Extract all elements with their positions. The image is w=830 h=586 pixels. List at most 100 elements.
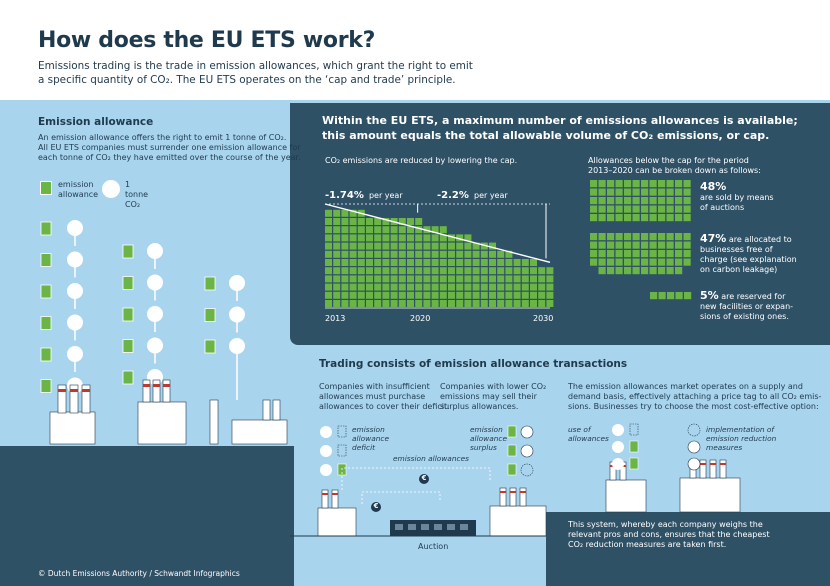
cap-cell — [538, 291, 546, 299]
cap-cell — [398, 234, 406, 242]
cap-cell — [366, 300, 373, 307]
cap-cell — [366, 259, 373, 266]
cap-cell — [489, 291, 496, 299]
cap-cell — [398, 291, 406, 299]
breakdown-item-auction: 48% are sold by means of auctions — [700, 180, 774, 212]
cap-cell — [423, 300, 431, 307]
cap-cell — [325, 226, 332, 234]
breakdown-cell — [615, 197, 623, 205]
breakdown-cell — [632, 250, 640, 258]
cap-cell — [489, 242, 496, 250]
cap-cell — [333, 300, 341, 307]
allowance-icon — [337, 425, 347, 438]
cap-cell — [398, 218, 406, 225]
breakdown-cell — [598, 267, 606, 275]
cap-cell — [464, 234, 472, 242]
cap-cell — [357, 234, 365, 242]
cap-cell — [374, 275, 382, 283]
allowance-icon — [629, 423, 639, 436]
cap-cell — [325, 250, 332, 258]
breakdown-cell — [684, 292, 692, 300]
cap-cell — [398, 267, 406, 275]
cap-cell — [538, 275, 546, 283]
cap-cell — [407, 275, 414, 283]
breakdown-cell — [615, 258, 623, 266]
cap-cell — [366, 275, 373, 283]
breakdown-cell — [590, 241, 598, 249]
breakdown-cell — [649, 214, 657, 222]
cap-cell — [357, 226, 365, 234]
cap-cell — [333, 259, 341, 266]
cap-cell — [382, 218, 390, 225]
cap-cell — [439, 291, 447, 299]
cap-cell — [530, 300, 537, 307]
cap-cell — [489, 275, 496, 283]
cap-cell — [505, 300, 513, 307]
cap-cell — [497, 267, 505, 275]
allowance-icon — [40, 316, 52, 330]
cap-cell — [431, 267, 439, 275]
cap-cell — [366, 267, 373, 275]
cap-cell — [423, 283, 431, 291]
implementation-label: implementation of emission reduction mea… — [706, 425, 777, 452]
co2-ball — [520, 425, 534, 439]
cap-cell — [341, 300, 349, 307]
cap-line — [324, 203, 551, 264]
breakdown-cell — [641, 180, 649, 188]
cap-cell — [407, 242, 414, 250]
cap-cell — [489, 283, 496, 291]
cap-cell — [398, 250, 406, 258]
cap-cell — [349, 259, 357, 266]
chart-caption: CO₂ emissions are reduced by lowering th… — [325, 156, 518, 165]
cap-cell — [439, 300, 447, 307]
co2-ball — [67, 283, 83, 299]
breakdown-cell — [675, 180, 683, 188]
breakdown-cell — [632, 258, 640, 266]
breakdown-cell — [649, 205, 657, 213]
cap-cell — [341, 218, 349, 225]
insufficient-text: Companies with insufficient allowances m… — [319, 382, 450, 411]
allowance-icon — [122, 276, 134, 290]
cap-cell — [382, 300, 390, 307]
breakdown-cell — [658, 233, 666, 241]
cap-cell — [325, 234, 332, 242]
breakdown-cell — [683, 233, 691, 241]
allowance-icon — [507, 444, 517, 457]
cap-heading-1: Within the EU ETS, a maximum number of e… — [322, 114, 798, 127]
cap-cell — [497, 250, 505, 258]
cap-cell — [341, 267, 349, 275]
cap-cell — [472, 267, 480, 275]
breakdown-cell — [649, 188, 657, 196]
cap-cell — [357, 283, 365, 291]
breakdown-cell — [666, 233, 674, 241]
cap-cell — [398, 275, 406, 283]
cap-cell — [448, 267, 455, 275]
cap-cell — [349, 250, 357, 258]
cap-cell — [521, 259, 529, 266]
page-title: How does the EU ETS work? — [38, 28, 376, 53]
breakdown-cell — [624, 258, 632, 266]
cap-cell — [497, 275, 505, 283]
co2-ball — [320, 445, 332, 457]
cap-cell — [341, 250, 349, 258]
cap-cell — [448, 275, 455, 283]
cap-cell — [513, 300, 521, 307]
cap-cell — [407, 226, 414, 234]
cap-cell — [415, 267, 423, 275]
breakdown-cell — [675, 233, 683, 241]
breakdown-cell — [590, 250, 598, 258]
cap-cell — [382, 275, 390, 283]
breakdown-cell — [615, 250, 623, 258]
cap-cell — [464, 300, 472, 307]
auction-label: Auction — [418, 542, 449, 551]
breakdown-cell — [658, 180, 666, 188]
cap-cell — [431, 234, 439, 242]
cap-cell — [456, 259, 464, 266]
cap-cell — [423, 250, 431, 258]
cap-cell — [357, 300, 365, 307]
cap-cell — [333, 226, 341, 234]
cap-cell — [415, 283, 423, 291]
cap-cell — [439, 267, 447, 275]
cap-cell — [415, 291, 423, 299]
